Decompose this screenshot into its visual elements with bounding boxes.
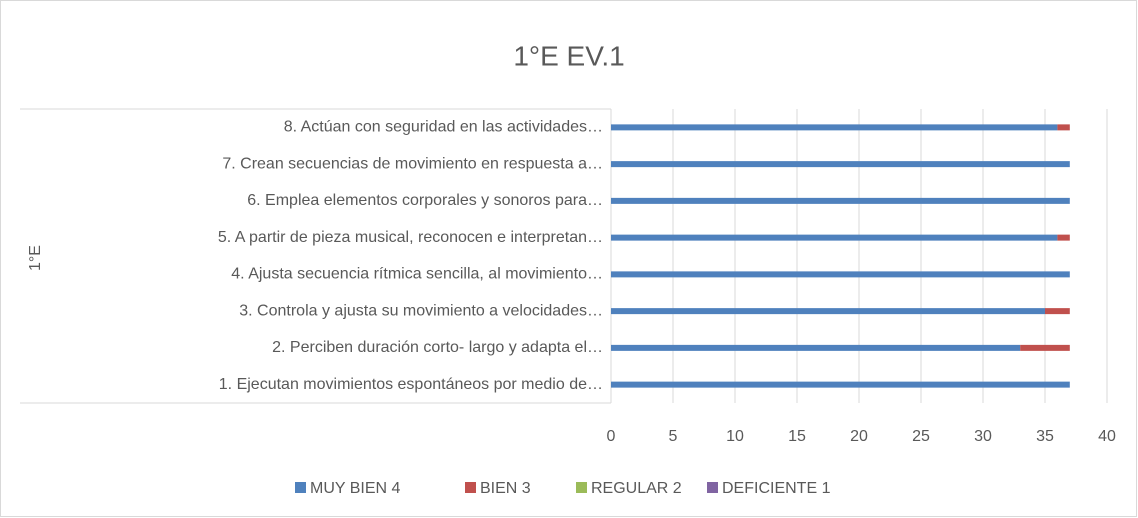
legend-label: MUY BIEN 4: [310, 480, 401, 497]
x-tick-label: 25: [912, 428, 930, 445]
bar-segment: [611, 197, 1070, 204]
bar-segment: [611, 344, 1021, 351]
y-tick-label: 1. Ejecutan movimientos espontáneos por …: [219, 376, 603, 393]
bar-segment: [611, 161, 1070, 168]
bar-segment: [1020, 344, 1070, 351]
bar-segment: [1057, 234, 1070, 241]
y-tick-label: 2. Perciben duración corto- largo y adap…: [272, 339, 603, 356]
x-tick-label: 5: [669, 428, 678, 445]
legend-label: REGULAR 2: [591, 480, 682, 497]
x-tick-label: 0: [607, 428, 616, 445]
bar-segment: [611, 124, 1058, 131]
bar-segment: [1045, 308, 1070, 315]
y-tick-label: 6. Emplea elementos corporales y sonoros…: [247, 192, 603, 209]
legend-label: DEFICIENTE 1: [722, 480, 831, 497]
legend-swatch: [295, 482, 306, 493]
y-tick-label: 4. Ajusta secuencia rítmica sencilla, al…: [231, 266, 603, 283]
chart-title: 1°E EV.1: [513, 40, 624, 71]
y-tick-label: 3. Controla y ajusta su movimiento a vel…: [239, 302, 603, 319]
y-tick-label: 7. Crean secuencias de movimiento en res…: [222, 155, 603, 172]
legend-swatch: [707, 482, 718, 493]
x-tick-label: 10: [726, 428, 744, 445]
legend-label: BIEN 3: [480, 480, 531, 497]
bar-segment: [611, 234, 1058, 241]
x-tick-label: 40: [1098, 428, 1116, 445]
bar-segment: [1057, 124, 1070, 131]
x-tick-label: 30: [974, 428, 992, 445]
x-tick-label: 15: [788, 428, 806, 445]
legend-swatch: [576, 482, 587, 493]
legend-swatch: [465, 482, 476, 493]
group-label: 1°E: [27, 245, 44, 271]
y-tick-label: 8. Actúan con seguridad en las actividad…: [284, 119, 603, 136]
y-tick-label: 5. A partir de pieza musical, reconocen …: [218, 229, 603, 246]
bar-segment: [611, 381, 1070, 388]
bar-segment: [611, 271, 1070, 278]
x-tick-label: 20: [850, 428, 868, 445]
bar-segment: [611, 308, 1045, 315]
x-tick-label: 35: [1036, 428, 1054, 445]
